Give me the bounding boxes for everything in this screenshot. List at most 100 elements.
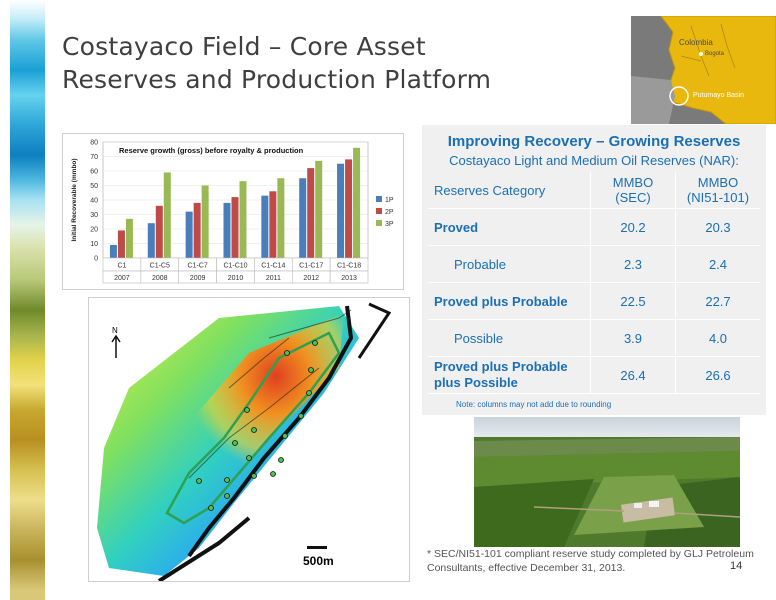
x-year-label: 2013 xyxy=(341,275,357,282)
bar-1p-c1-c14 xyxy=(261,195,269,258)
x-year-label: 2012 xyxy=(303,275,319,282)
bar-1p-c1-c10 xyxy=(223,202,231,258)
bar-3p-c1-c7 xyxy=(201,185,209,258)
bar-2p-c1-c18 xyxy=(345,159,353,258)
map-basin-label: Putumayo Basin xyxy=(693,92,744,99)
y-tick-label: 20 xyxy=(90,227,98,234)
rounding-note: Note: columns may not add due to roundin… xyxy=(456,400,612,409)
row-ni-value: 22.7 xyxy=(675,282,760,320)
y-tick-label: 60 xyxy=(90,169,98,176)
scale-label: 500m xyxy=(301,554,336,568)
x-category-label: C1-C10 xyxy=(223,263,247,270)
panel-heading: Improving Recovery – Growing Reserves xyxy=(447,133,741,150)
bar-1p-c1-c5 xyxy=(147,223,155,258)
reserve-growth-chart-box: 0 10 20 30 40 50 60 70 80 Initial Recoverable (mm… xyxy=(62,133,404,290)
x-category-label: C1-C18 xyxy=(337,263,361,270)
legend-label-1p: 1P xyxy=(385,197,394,204)
slide-title: Costayaco Field – Core Asset Reserves an… xyxy=(62,30,491,96)
bar-2p-c1-c7 xyxy=(193,202,201,258)
reserves-panel: Improving Recovery – Growing Reserves Co… xyxy=(422,125,766,415)
header-category: Reserves Category xyxy=(428,172,591,209)
y-axis-label: Initial Recoverable (mmbo) xyxy=(71,158,78,241)
row-label: Possible xyxy=(428,319,591,357)
row-ni-value: 20.3 xyxy=(675,208,760,246)
legend-swatch-2p xyxy=(376,208,382,214)
legend-swatch-1p xyxy=(376,196,382,202)
bar-2p-c1-c10 xyxy=(231,197,239,258)
x-year-label: 2008 xyxy=(152,275,168,282)
y-tick-label: 30 xyxy=(90,212,98,219)
y-tick-label: 40 xyxy=(90,198,98,205)
chart-title: Reserve growth (gross) before royalty & … xyxy=(119,146,304,155)
row-label: Proved plus Probable xyxy=(428,282,591,320)
aerial-photo-graphic xyxy=(474,417,740,547)
x-year-label: 2010 xyxy=(228,275,244,282)
bar-3p-c1-c10 xyxy=(239,181,247,258)
scale-bar xyxy=(307,546,327,549)
table-row: Possible 3.9 4.0 xyxy=(428,319,760,357)
panel-subheading: Costayaco Light and Medium Oil Reserves … xyxy=(449,153,739,168)
x-category-label: C1-C14 xyxy=(261,263,285,270)
reserve-growth-chart: 0 10 20 30 40 50 60 70 80 Initial Recoverable (mm… xyxy=(71,140,394,284)
x-category-label: C1-C5 xyxy=(150,263,170,270)
bar-1p-c1-c18 xyxy=(337,163,345,258)
row-label: Proved xyxy=(428,208,591,246)
y-tick-label: 50 xyxy=(90,183,98,190)
header-sec: MMBO (SEC) xyxy=(590,172,676,209)
row-ni-value: 26.6 xyxy=(675,356,760,394)
x-year-label: 2011 xyxy=(266,275,281,282)
y-tick-label: 80 xyxy=(90,140,98,147)
year-cell xyxy=(329,270,369,284)
bar-3p-c1-c18 xyxy=(353,147,361,258)
location-map: Colombia Bogota Putumayo Basin xyxy=(631,16,776,124)
x-year-label: 2007 xyxy=(114,275,130,282)
map-city-label: Bogota xyxy=(705,51,725,57)
row-sec-value: 2.3 xyxy=(590,245,676,283)
row-label: Proved plus Probable plus Possible xyxy=(428,356,591,394)
location-map-graphic xyxy=(631,16,776,124)
table-row: Proved plus Probable 22.5 22.7 xyxy=(428,282,760,320)
row-ni-value: 4.0 xyxy=(675,319,760,357)
y-tick-label: 70 xyxy=(90,154,98,161)
costayaco-contour-map: N 500m xyxy=(88,297,410,582)
header-ni: MMBO (NI51-101) xyxy=(675,172,760,209)
table-row: Proved plus Probable plus Possible 26.4 … xyxy=(428,356,760,394)
basin-circle xyxy=(669,86,689,106)
contour-map-graphic xyxy=(97,302,392,581)
row-sec-value: 20.2 xyxy=(590,208,676,246)
bogota-marker xyxy=(699,52,703,56)
bar-3p-c1-c5 xyxy=(163,172,171,258)
bar-2p-c1-c17 xyxy=(307,168,315,258)
x-year-label: 2009 xyxy=(190,275,206,282)
x-category-label: C1-C17 xyxy=(299,263,323,270)
bar-3p-c1-c14 xyxy=(277,178,285,258)
legend-label-2p: 2P xyxy=(385,209,394,216)
y-tick-label: 10 xyxy=(90,241,98,248)
north-arrow-icon xyxy=(111,334,121,358)
title-line-1: Costayaco Field – Core Asset xyxy=(62,32,426,61)
well-markers xyxy=(196,340,318,511)
fault-line xyxy=(187,305,354,558)
bar-3p-c1-c17 xyxy=(315,160,323,258)
footnote: * SEC/NI51-101 compliant reserve study c… xyxy=(427,548,754,574)
bar-2p-c1-c14 xyxy=(269,191,277,258)
x-category-label: C1 xyxy=(117,263,126,270)
bar-1p-c1-c17 xyxy=(299,178,307,258)
bar-1p-c1 xyxy=(109,244,117,258)
page-number: 14 xyxy=(730,560,743,572)
north-label: N xyxy=(112,326,118,335)
field-aerial-photo xyxy=(474,417,740,547)
bar-2p-c1 xyxy=(117,230,125,258)
decorative-color-stripe xyxy=(10,0,45,600)
row-sec-value: 26.4 xyxy=(590,356,676,394)
row-sec-value: 22.5 xyxy=(590,282,676,320)
row-sec-value: 3.9 xyxy=(590,319,676,357)
row-label: Probable xyxy=(428,245,591,283)
table-header-row: Reserves Category MMBO (SEC) MMBO (NI51-… xyxy=(428,172,760,209)
x-category-label: C1-C7 xyxy=(188,263,208,270)
reserves-table: Reserves Category MMBO (SEC) MMBO (NI51-… xyxy=(428,172,760,394)
bar-1p-c1-c7 xyxy=(185,211,193,258)
legend-swatch-3p xyxy=(376,220,382,226)
title-line-2: Reserves and Production Platform xyxy=(62,65,492,94)
map-country-label: Colombia xyxy=(679,38,713,47)
